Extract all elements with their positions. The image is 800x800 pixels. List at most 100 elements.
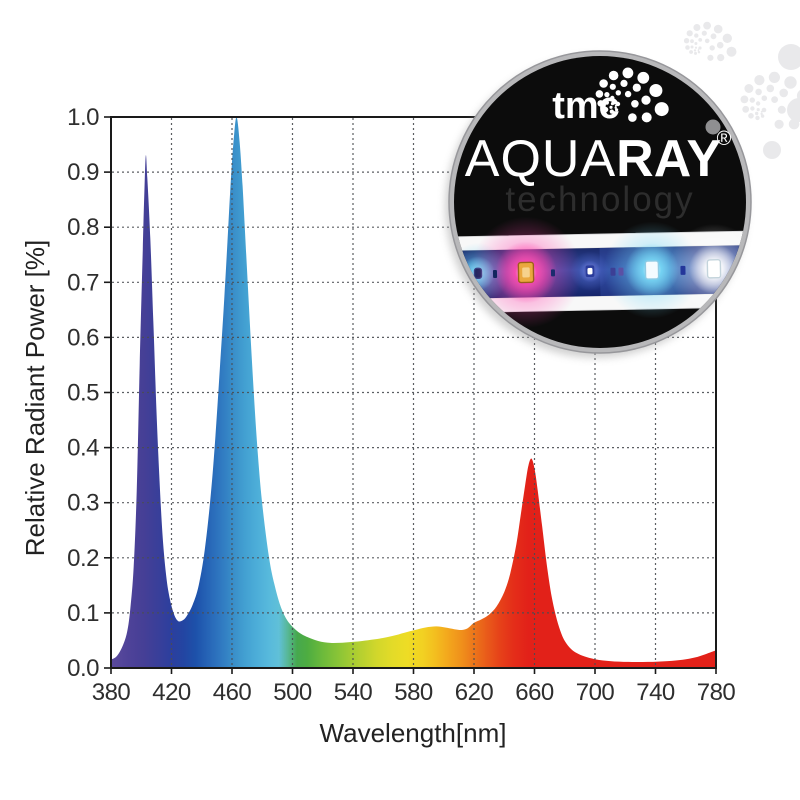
watermark-swirl-b-dot (750, 106, 755, 111)
watermark-swirl-a-dot (704, 38, 710, 44)
strip-component (492, 269, 498, 279)
y-axis-tick-labels: 0.0 0.1 0.2 0.3 0.4 0.5 0.6 0.7 0.8 0.9 1.0 (67, 104, 100, 682)
watermark-swirl-a-dot (726, 46, 737, 57)
watermark-swirl-a-dot (713, 24, 723, 34)
tmc-swirl-dot (624, 90, 632, 98)
white-led-chip (706, 259, 722, 279)
tmc-swirl-dot (597, 100, 604, 107)
watermark-swirl-b-dot (755, 101, 761, 106)
tmc-swirl-dot (628, 113, 637, 122)
watermark-swirl-b-dot (740, 95, 749, 104)
watermark-swirl-a-dot (685, 45, 690, 50)
watermark-swirl-b-dot (784, 76, 797, 89)
tmc-swirl-dot (599, 79, 608, 88)
watermark-swirl-a-dot (717, 54, 725, 62)
watermark-swirl-b-dot (761, 95, 768, 101)
tmc-swirl-dot (641, 112, 652, 123)
tmc-swirl-dot (610, 102, 615, 106)
x-tick-label-380: 380 (92, 679, 131, 706)
y-tick-label-0.7: 0.7 (67, 269, 99, 296)
watermark-swirl-b-dot (774, 119, 784, 129)
tmc-swirl-dot (631, 100, 639, 108)
watermark-swirl-b-dot (771, 96, 778, 103)
x-tick-label-540: 540 (334, 679, 373, 706)
royal-blue-led-chip-core (587, 267, 593, 275)
tmc-swirl-dot (632, 83, 641, 92)
watermark-swirl-b-dot (755, 111, 759, 116)
watermark-swirl-b-dot (754, 75, 765, 86)
tmc-logo-dots-icon (595, 67, 669, 123)
watermark-swirl-b-dot (756, 108, 760, 112)
watermark-swirl-a-dot (697, 51, 701, 54)
brand-title: AQUARAY (465, 130, 721, 188)
brand-title-thin: AQUA (465, 130, 616, 188)
x-tick-label-700: 700 (576, 679, 615, 706)
x-tick-label-420: 420 (152, 679, 191, 706)
gray-dot (705, 119, 721, 135)
brand-title-bold: RAY (616, 130, 721, 188)
watermark-swirl-a-dot (710, 33, 717, 40)
tmc-swirl-dot (620, 79, 628, 87)
y-axis-title: Relative Radiant Power [%] (20, 240, 50, 556)
watermark-swirl-b-dot (777, 105, 786, 114)
watermark-swirl-a-dot (686, 30, 693, 37)
tmc-swirl-dot (614, 106, 617, 109)
tmc-swirl-dot (604, 92, 610, 98)
y-tick-label-1.0: 1.0 (67, 104, 99, 131)
watermark-swirl-b-dot (755, 115, 760, 121)
watermark-swirl-b-dot (749, 97, 755, 103)
watermark-swirl-a-dot (698, 46, 702, 50)
red-led-chip-core (522, 267, 530, 278)
tmc-swirl-dot (641, 95, 651, 105)
tmc-swirl-dot (608, 70, 619, 81)
watermark-swirl-a-dot (689, 50, 693, 54)
tmc-swirl-dot (602, 106, 609, 113)
tmc-swirl-dot (609, 105, 613, 109)
x-tick-label-580: 580 (394, 679, 433, 706)
tmc-swirl-dot (604, 100, 610, 105)
cyan-led-chip (644, 260, 660, 280)
y-tick-label-0.8: 0.8 (67, 214, 99, 241)
strip-component (550, 269, 556, 277)
watermark-swirl-a-dot (716, 41, 724, 49)
x-tick-label-740: 740 (636, 679, 675, 706)
tmc-swirl-dot (595, 90, 604, 98)
strip-component (610, 267, 616, 276)
watermark-swirl-a-dot (694, 46, 698, 49)
tmc-swirl-dot (654, 102, 669, 117)
aquaray-technology-badge: tmc AQUARAY ® technology (445, 50, 752, 358)
watermark-swirl-b-dot (761, 107, 767, 113)
strip-component (618, 267, 624, 276)
tmc-swirl-dot (622, 67, 634, 79)
tmc-swirl-dot (637, 71, 650, 84)
tmc-swirl-dot (609, 109, 614, 114)
y-tick-label-0.2: 0.2 (67, 545, 99, 572)
watermark-big-dot (778, 44, 800, 70)
watermark-swirl-a-dot (703, 21, 711, 30)
x-axis-title: Wavelength[nm] (320, 718, 507, 748)
tmc-swirl-dot (615, 101, 621, 107)
watermark-swirl-a-dot (694, 51, 697, 55)
watermark-swirl-b-dot (779, 88, 788, 98)
watermark-swirl-a-dot (701, 30, 707, 36)
registered-trademark-icon: ® (717, 128, 732, 150)
watermark-swirl-b-dot (760, 114, 765, 118)
x-tick-label-500: 500 (273, 679, 312, 706)
watermark-swirl-a-dot (683, 38, 690, 44)
strip-component (680, 265, 686, 275)
tmc-swirl-dot (615, 108, 619, 112)
tmc-swirl-dot (609, 83, 616, 90)
watermark-swirl-b-dot (768, 71, 781, 83)
tmc-swirl-dot (649, 84, 663, 97)
watermark-swirl-a-dot (693, 49, 697, 52)
tmc-swirl-dot (615, 90, 621, 96)
watermark-swirl-a-dot (690, 45, 694, 49)
badge-subtitle: technology (505, 180, 694, 219)
y-tick-label-0.5: 0.5 (67, 380, 99, 407)
spectral-power-chart: 0.0 0.1 0.2 0.3 0.4 0.5 0.6 0.7 0.8 0.9 1.0 380 420… (20, 104, 736, 748)
y-tick-label-0.0: 0.0 (67, 655, 99, 682)
x-tick-label-660: 660 (515, 679, 554, 706)
dotted-swirl-watermark (683, 21, 800, 159)
y-tick-label-0.3: 0.3 (67, 490, 99, 517)
